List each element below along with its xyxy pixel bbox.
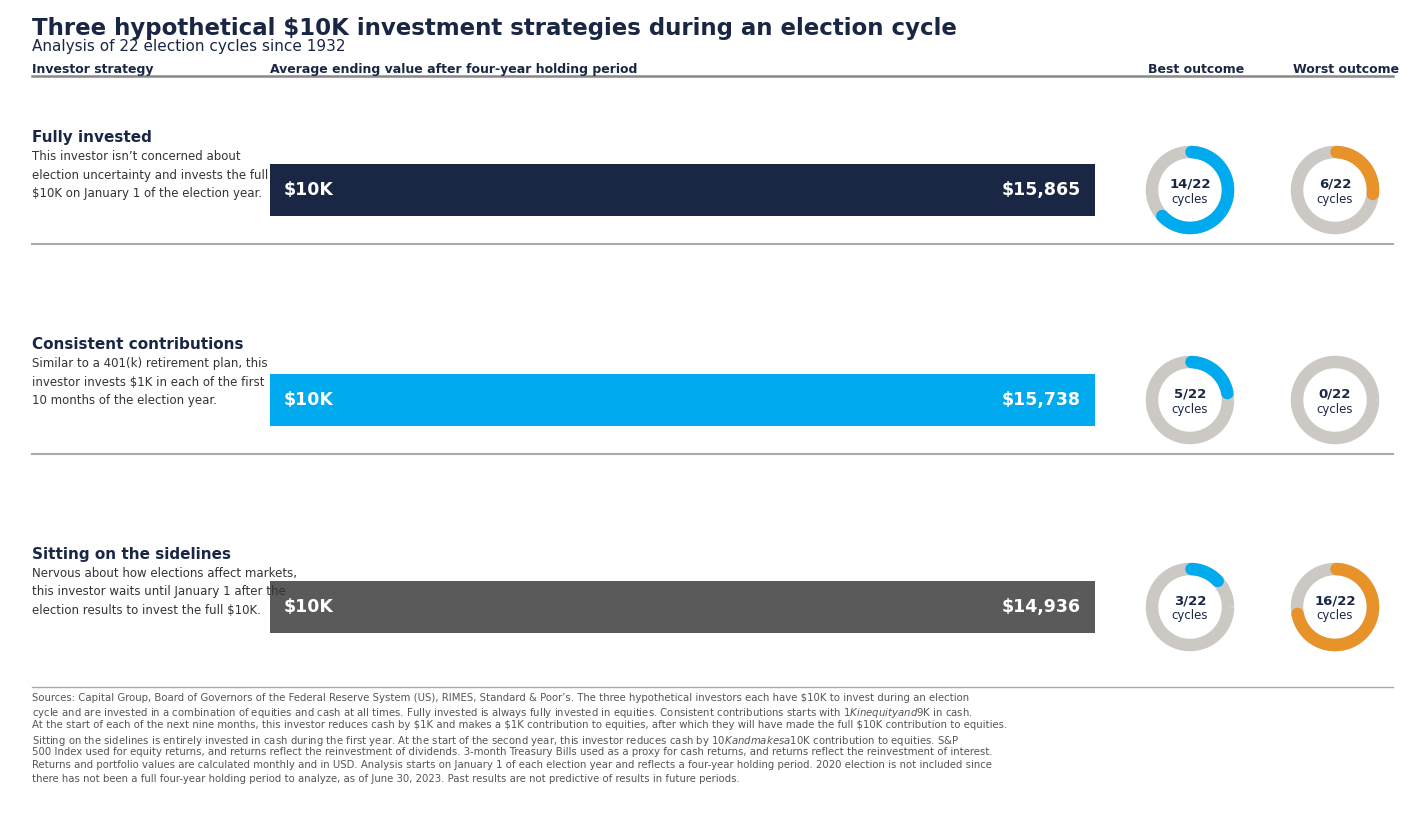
Text: Sitting on the sidelines is entirely invested in cash during the first year. At : Sitting on the sidelines is entirely inv… [31,733,959,747]
Text: cycles: cycles [1171,192,1208,205]
Text: cycles: cycles [1317,403,1354,416]
Text: Similar to a 401(k) retirement plan, this
investor invests $1K in each of the fi: Similar to a 401(k) retirement plan, thi… [31,357,268,407]
Text: Sources: Capital Group, Board of Governors of the Federal Reserve System (US), R: Sources: Capital Group, Board of Governo… [31,693,969,703]
Bar [269,581,1094,633]
Text: $15,865: $15,865 [1002,181,1082,199]
Text: 14/22: 14/22 [1170,177,1211,191]
Text: cycles: cycles [1171,610,1208,623]
Bar [269,374,1094,426]
Text: 500 Index used for equity returns, and returns reflect the reinvestment of divid: 500 Index used for equity returns, and r… [31,747,993,757]
Text: $10K: $10K [284,391,333,409]
Text: cycles: cycles [1171,403,1208,416]
Text: Best outcome: Best outcome [1149,63,1244,76]
Text: $15,738: $15,738 [1002,391,1082,409]
Text: $10K: $10K [284,598,333,616]
Text: $14,936: $14,936 [1002,598,1082,616]
Text: Nervous about how elections affect markets,
this investor waits until January 1 : Nervous about how elections affect marke… [31,567,296,617]
Text: Fully invested: Fully invested [31,130,152,145]
Text: Consistent contributions: Consistent contributions [31,337,244,352]
Text: 6/22: 6/22 [1318,177,1351,191]
Text: cycles: cycles [1317,610,1354,623]
Text: $10K: $10K [284,181,333,199]
Text: 5/22: 5/22 [1174,388,1206,400]
Text: Investor strategy: Investor strategy [31,63,154,76]
Text: Three hypothetical $10K investment strategies during an election cycle: Three hypothetical $10K investment strat… [31,17,956,40]
Text: At the start of each of the next nine months, this investor reduces cash by $1K : At the start of each of the next nine mo… [31,720,1007,730]
Text: 0/22: 0/22 [1318,388,1351,400]
Text: Sitting on the sidelines: Sitting on the sidelines [31,547,231,562]
Text: 3/22: 3/22 [1174,595,1206,607]
Text: Average ending value after four-year holding period: Average ending value after four-year hol… [269,63,637,76]
Text: Worst outcome: Worst outcome [1292,63,1399,76]
Bar [269,164,1094,216]
Text: Analysis of 22 election cycles since 1932: Analysis of 22 election cycles since 193… [31,39,345,54]
Text: This investor isn’t concerned about
election uncertainty and invests the full
$1: This investor isn’t concerned about elec… [31,150,268,200]
Text: 16/22: 16/22 [1314,595,1355,607]
Text: Returns and portfolio values are calculated monthly and in USD. Analysis starts : Returns and portfolio values are calcula… [31,761,992,771]
Text: cycles: cycles [1317,192,1354,205]
Text: cycle and are invested in a combination of equities and cash at all times. Fully: cycle and are invested in a combination … [31,706,973,720]
Text: there has not been a full four-year holding period to analyze, as of June 30, 20: there has not been a full four-year hold… [31,774,740,784]
